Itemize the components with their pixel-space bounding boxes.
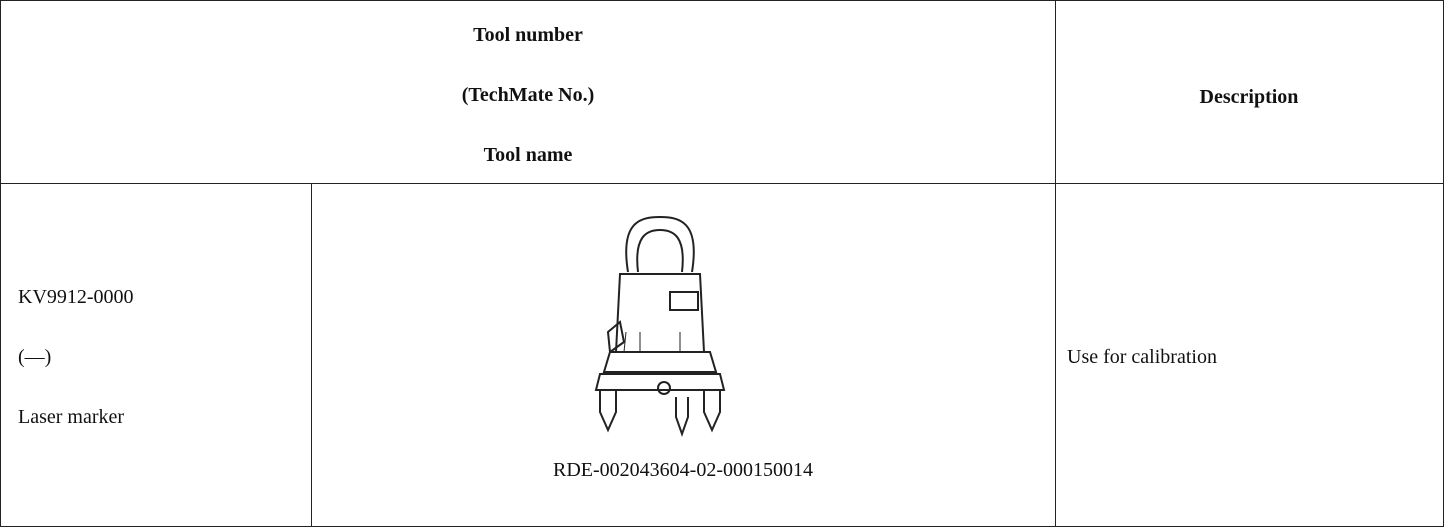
- cell-text: KV9912-0000: [18, 286, 134, 308]
- laser-marker-illustration: [594, 215, 726, 438]
- cell-text: Laser marker: [18, 406, 125, 428]
- header-text: Tool name: [483, 144, 573, 166]
- cell-text: Use for calibration: [1067, 346, 1217, 368]
- header-text: Tool number: [473, 24, 583, 46]
- header-text: Description: [1199, 86, 1299, 108]
- cell-text: (—): [18, 346, 52, 368]
- image-caption: RDE-002043604-02-000150014: [553, 459, 813, 481]
- header-text: (TechMate No.): [461, 84, 595, 106]
